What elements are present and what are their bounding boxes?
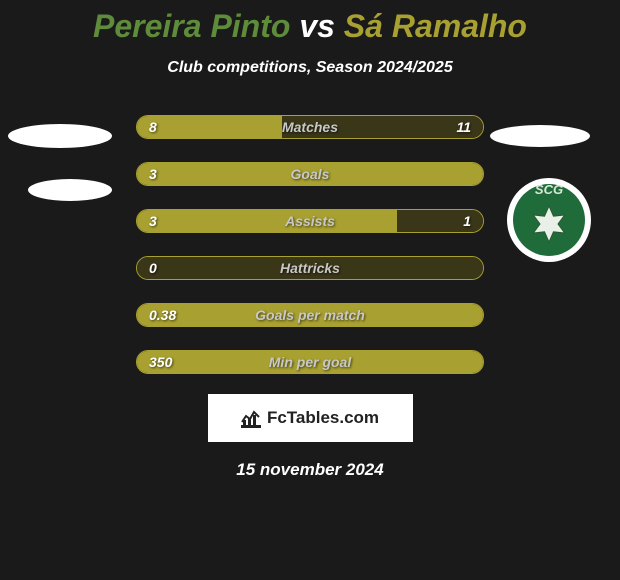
stat-row: 8 11 Matches [136,115,484,139]
comparison-card: Pereira Pinto vs Sá Ramalho Club competi… [0,0,620,580]
value-left: 0 [149,260,157,276]
stat-label: Matches [282,119,338,135]
value-right: 11 [456,119,471,135]
subtitle: Club competitions, Season 2024/2025 [0,59,620,77]
value-right: 1 [463,213,471,229]
stat-label: Goals per match [255,307,365,323]
value-left: 350 [149,354,172,370]
decor-ellipse [490,125,590,147]
svg-text:SCG: SCG [535,182,563,197]
chart-icon [241,408,261,428]
stat-row: 3 Goals [136,162,484,186]
stat-label: Min per goal [269,354,351,370]
value-left: 0.38 [149,307,176,323]
stat-row: 0.38 Goals per match [136,303,484,327]
decor-ellipse [8,124,112,148]
title-player2: Sá Ramalho [344,8,527,44]
club-crest-icon: SCG [507,178,591,262]
value-left: 3 [149,213,157,229]
stat-row: 3 1 Assists [136,209,484,233]
footer-brand-text: FcTables.com [267,408,379,428]
title-vs: vs [299,8,335,44]
bar-segment-left [137,116,282,138]
value-left: 3 [149,166,157,182]
stat-label: Goals [291,166,330,182]
title-player1: Pereira Pinto [93,8,290,44]
page-title: Pereira Pinto vs Sá Ramalho [0,0,620,45]
stat-row: 0 Hattricks [136,256,484,280]
decor-ellipse [28,179,112,201]
stat-row: 350 Min per goal [136,350,484,374]
value-left: 8 [149,119,157,135]
footer-brand-box: FcTables.com [208,394,413,442]
bar-segment-left [137,210,397,232]
stat-label: Assists [285,213,335,229]
stat-label: Hattricks [280,260,340,276]
date-text: 15 november 2024 [0,460,620,480]
